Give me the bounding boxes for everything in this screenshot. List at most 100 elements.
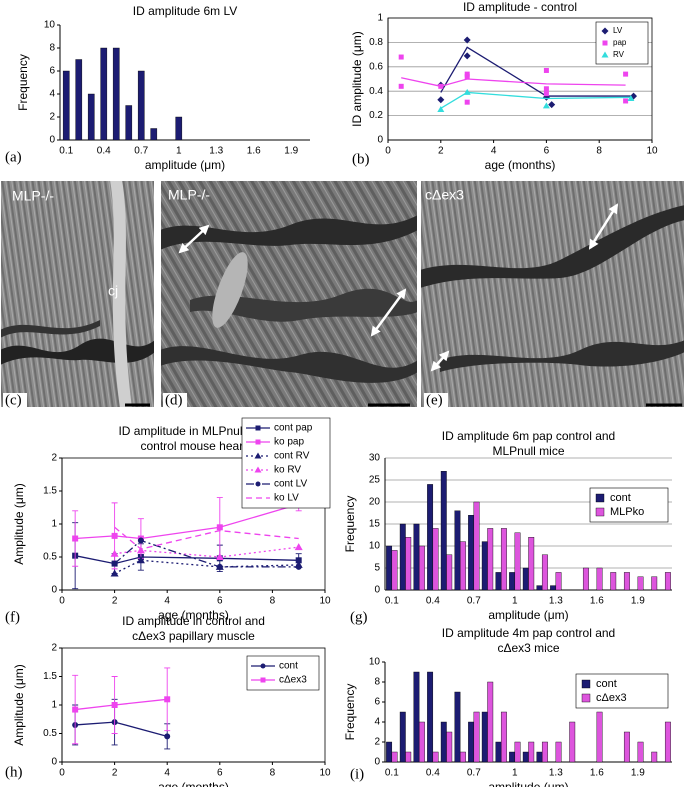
bar [418, 545, 425, 591]
bar [391, 550, 398, 591]
bar [582, 567, 589, 591]
series-line [114, 526, 299, 550]
chart-title: ID amplitude 4m pap control and [442, 626, 615, 640]
y-tick-label: 2 [49, 112, 55, 123]
x-tick-label: 1.6 [247, 146, 261, 157]
x-tick-label: 2 [438, 146, 444, 157]
bar [432, 751, 439, 763]
panel-label: (f) [5, 609, 20, 625]
bar [454, 510, 461, 591]
micrograph-caption: cΔex3 [425, 187, 464, 203]
panel-label: (d) [165, 392, 183, 408]
bar [399, 711, 406, 763]
bar [440, 721, 447, 763]
legend-swatch [595, 493, 605, 503]
marker [111, 532, 118, 539]
bar [514, 532, 521, 591]
x-tick-label: 1.3 [209, 146, 223, 157]
y-tick-label: 0 [49, 135, 55, 146]
x-tick-label: 8 [270, 596, 276, 607]
mean-line [440, 46, 631, 97]
legend-label: ko LV [274, 493, 299, 504]
panel-label: (i) [350, 766, 364, 782]
y-tick-label: 4 [49, 89, 55, 100]
bar [569, 721, 576, 763]
mean-line [440, 91, 631, 109]
bar [413, 523, 420, 591]
x-tick-label: 1.3 [549, 768, 563, 779]
bar [500, 528, 507, 591]
bar [481, 541, 488, 591]
marker [463, 88, 471, 95]
y-tick-label: 20 [369, 497, 381, 508]
marker [137, 537, 144, 544]
legend-box [575, 673, 669, 709]
x-tick-label: 10 [319, 768, 331, 779]
marker [110, 569, 119, 577]
y-tick-label: 4 [374, 717, 380, 728]
y-tick-label: 1 [377, 13, 383, 24]
x-tick-label: 0 [385, 146, 391, 157]
y-axis-label: Amplitude (μm) [12, 664, 26, 746]
bar [509, 751, 516, 763]
x-tick-label: 1.3 [549, 596, 563, 607]
x-tick-label: 1 [512, 596, 518, 607]
marker [72, 706, 79, 713]
series-line [75, 503, 299, 540]
y-tick-label: 2 [51, 453, 57, 464]
bar [386, 545, 393, 591]
x-tick-label: 6 [217, 768, 223, 779]
y-tick-label: 1 [51, 519, 57, 530]
x-axis-label: amplitude (μm) [488, 780, 568, 787]
x-axis-label: age (months) [158, 608, 229, 622]
x-tick-label: 0.4 [426, 596, 440, 607]
legend-label: ko pap [274, 437, 304, 448]
marker [623, 98, 629, 104]
panel-label: (e) [426, 392, 443, 408]
marker [602, 40, 608, 46]
marker [463, 36, 471, 44]
marker [295, 563, 302, 570]
bar [399, 523, 406, 591]
marker [601, 27, 609, 35]
bar [150, 128, 158, 141]
series-line [75, 721, 168, 737]
x-tick-label: 0.7 [467, 768, 481, 779]
micrograph: MLP-/- (d) [159, 179, 419, 409]
x-tick-label: 8 [596, 146, 602, 157]
x-tick-label: 0 [59, 768, 65, 779]
marker [601, 51, 609, 58]
legend-label: cont [279, 661, 298, 672]
y-tick-label: 1.5 [43, 671, 57, 682]
bar [541, 741, 548, 763]
panel-label: (a) [5, 149, 22, 165]
x-tick-label: 2 [112, 768, 118, 779]
bar [175, 116, 183, 141]
marker [542, 102, 550, 109]
chart-title: ID amplitude in control and [122, 614, 265, 628]
bar [541, 554, 548, 591]
bar [664, 572, 671, 591]
bar [522, 567, 529, 591]
y-axis-label: Frequency [343, 684, 357, 741]
chart-title: ID amplitude 6m LV [133, 4, 238, 18]
x-axis-label: amplitude (μm) [145, 158, 225, 172]
x-tick-label: 2 [112, 596, 118, 607]
legend-label: cont [596, 678, 617, 690]
x-tick-label: 1 [176, 146, 182, 157]
marker [110, 549, 119, 557]
y-tick-label: 30 [369, 453, 381, 464]
bar [536, 585, 543, 591]
bar [623, 731, 630, 763]
marker [111, 702, 118, 708]
marker [543, 67, 549, 73]
y-tick-label: 15 [369, 519, 381, 530]
x-tick-label: 10 [319, 596, 331, 607]
y-tick-label: 1 [51, 700, 57, 711]
marker [260, 663, 266, 669]
x-tick-label: 1.9 [284, 146, 298, 157]
marker [438, 83, 444, 89]
x-tick-label: 0.1 [385, 768, 399, 779]
bar [87, 93, 95, 141]
